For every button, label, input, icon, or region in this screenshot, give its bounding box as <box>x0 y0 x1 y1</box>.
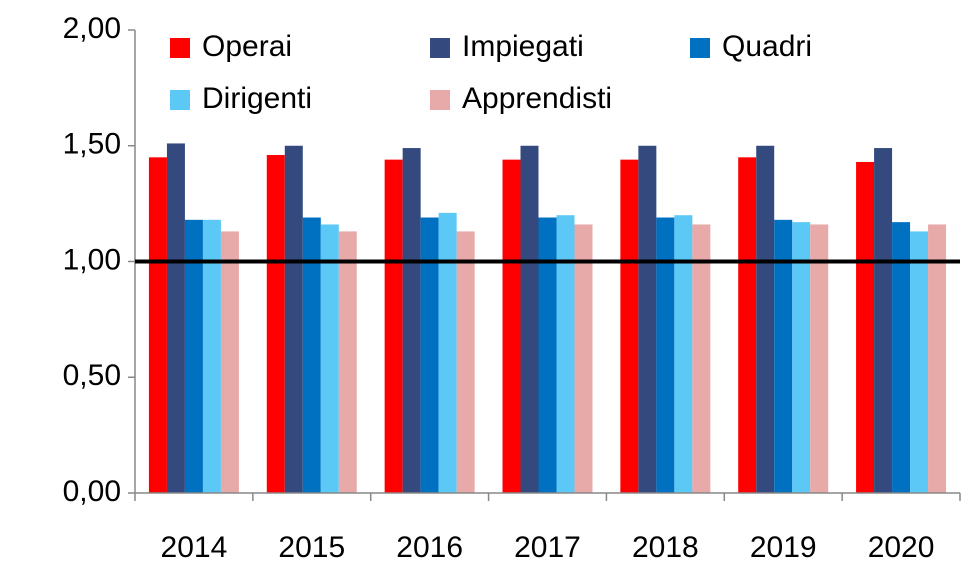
bar <box>456 231 475 493</box>
bar <box>148 157 167 493</box>
y-tick-label: 1,50 <box>63 128 121 161</box>
legend-label: Quadri <box>722 30 812 63</box>
bar <box>338 231 357 493</box>
x-tick-label: 2014 <box>161 531 228 564</box>
x-tick-label: 2020 <box>868 531 935 564</box>
x-tick-label: 2015 <box>278 531 345 564</box>
bar <box>384 159 403 493</box>
bar <box>556 215 575 493</box>
bar <box>284 145 303 493</box>
legend-label: Dirigenti <box>202 82 312 115</box>
bar <box>656 217 675 493</box>
bar <box>538 217 557 493</box>
bar <box>674 215 693 493</box>
bar <box>320 224 339 493</box>
legend-label: Apprendisti <box>462 82 612 115</box>
x-tick-label: 2019 <box>750 531 817 564</box>
bar <box>266 155 285 493</box>
bar <box>166 143 185 493</box>
bar <box>620 159 639 493</box>
bar <box>438 212 457 493</box>
legend-label: Operai <box>202 30 292 63</box>
bar <box>892 222 911 493</box>
y-tick-label: 2,00 <box>63 12 121 45</box>
bar <box>874 148 893 493</box>
bar <box>692 224 711 493</box>
bar <box>856 161 875 493</box>
y-tick-label: 0,50 <box>63 359 121 392</box>
x-tick-label: 2018 <box>632 531 699 564</box>
legend-swatch <box>430 90 450 110</box>
bar <box>202 219 221 493</box>
legend-swatch <box>430 38 450 58</box>
bar <box>774 219 793 493</box>
bar <box>756 145 775 493</box>
y-tick-label: 0,00 <box>63 475 121 508</box>
bar <box>184 219 203 493</box>
bar <box>502 159 521 493</box>
bar <box>520 145 539 493</box>
legend-label: Impiegati <box>462 30 584 63</box>
bar <box>302 217 321 493</box>
bar <box>792 222 811 493</box>
bar <box>910 231 929 493</box>
x-tick-label: 2016 <box>396 531 463 564</box>
legend-swatch <box>690 38 710 58</box>
bar <box>928 224 947 493</box>
legend-swatch <box>170 38 190 58</box>
bar <box>638 145 657 493</box>
bar <box>810 224 829 493</box>
bar <box>420 217 439 493</box>
bar <box>738 157 757 493</box>
bar <box>220 231 239 493</box>
bar <box>402 148 421 493</box>
legend-swatch <box>170 90 190 110</box>
y-tick-label: 1,00 <box>63 243 121 276</box>
bar <box>574 224 593 493</box>
x-tick-label: 2017 <box>514 531 581 564</box>
